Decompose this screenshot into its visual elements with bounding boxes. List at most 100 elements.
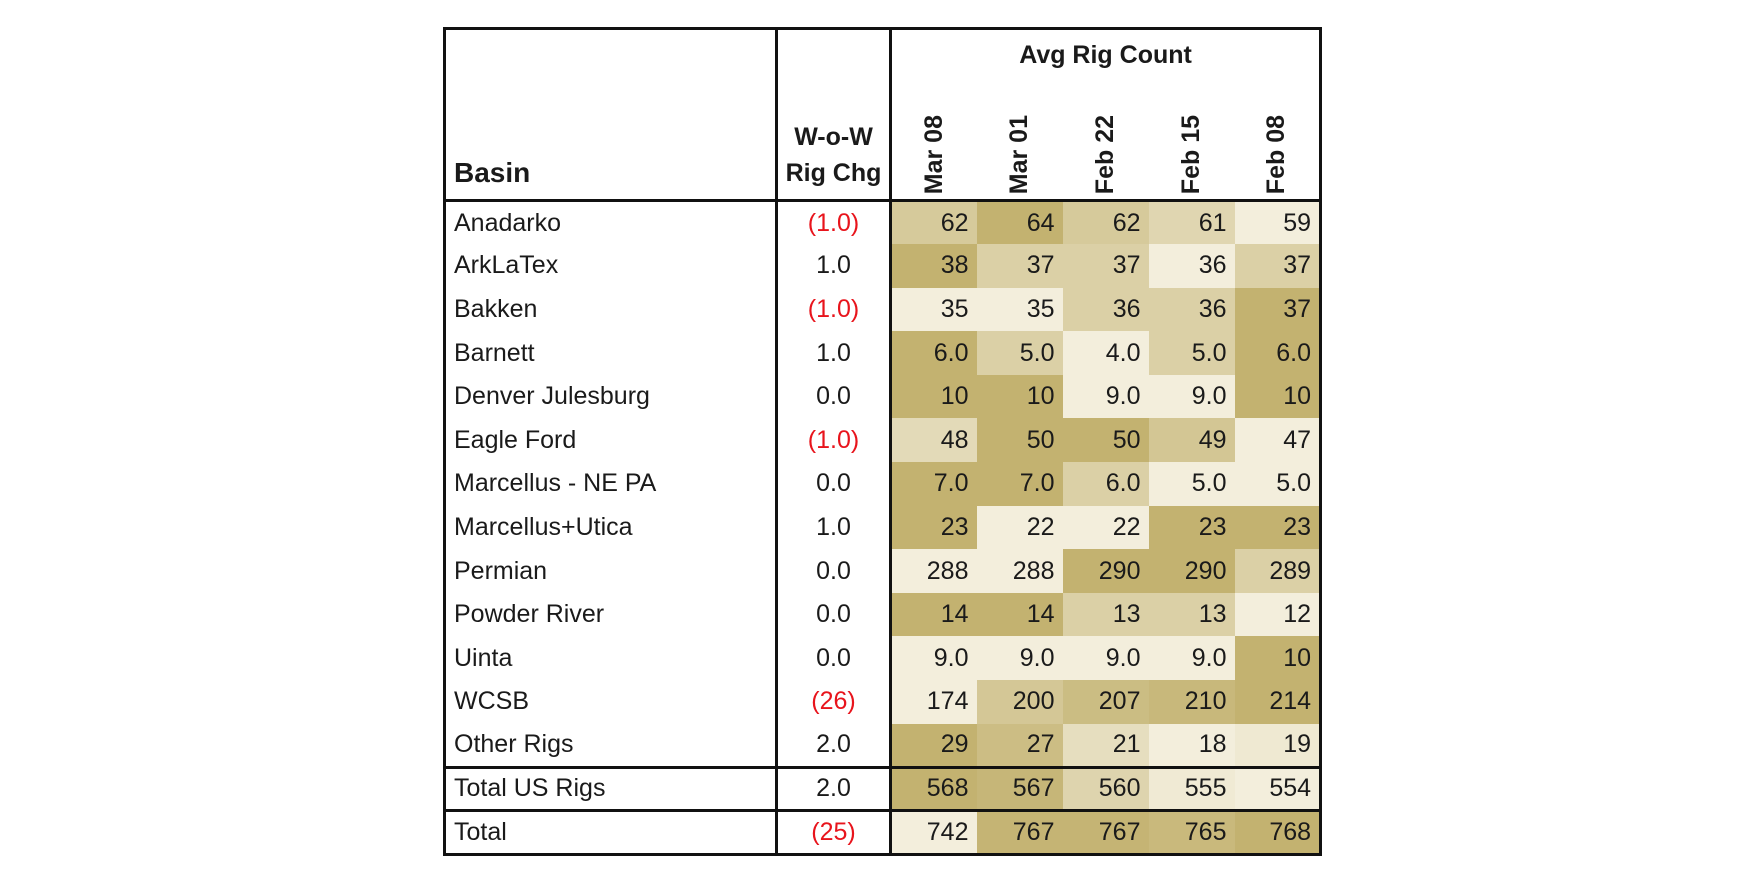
rig-count-cell: 768 — [1234, 808, 1321, 855]
table-row: Bakken (1.0) 35 35 36 36 37 — [444, 287, 1321, 332]
wow-change: 2.0 — [776, 723, 892, 768]
table-row: Marcellus - NE PA 0.0 7.0 7.0 6.0 5.0 5.0 — [444, 462, 1321, 506]
basin-name: Bakken — [444, 287, 778, 332]
date-header-label: Feb 08 — [1262, 114, 1291, 194]
date-header-label: Mar 01 — [1005, 114, 1033, 194]
rig-count-cell: 23 — [1234, 505, 1321, 550]
rig-count-cell: 50 — [976, 418, 1063, 463]
wow-change: 1.0 — [776, 331, 892, 375]
rig-count-cell: 12 — [1234, 592, 1321, 637]
table-body: Anadarko (1.0) 62 64 62 61 59 ArkLaTex 1.0 38 37 37… — [444, 200, 1321, 855]
rig-count-cell: 7.0 — [890, 462, 977, 506]
rig-count-cell: 174 — [890, 680, 977, 724]
rig-count-cell: 567 — [976, 765, 1063, 811]
table-row: Anadarko (1.0) 62 64 62 61 59 — [444, 200, 1321, 245]
rig-count-cell: 6.0 — [1062, 462, 1149, 506]
wow-header-line1: W-o-W — [794, 123, 873, 151]
rig-count-cell: 207 — [1062, 680, 1149, 724]
rig-count-cell: 37 — [1062, 244, 1149, 288]
rig-count-cell: 48 — [890, 418, 977, 463]
rig-count-cell: 13 — [1062, 592, 1149, 637]
table-row: Other Rigs 2.0 29 27 21 18 19 — [444, 723, 1321, 768]
basin-name: Denver Julesburg — [444, 374, 778, 419]
rig-count-cell: 288 — [890, 549, 977, 593]
table-row: Barnett 1.0 6.0 5.0 4.0 5.0 6.0 — [444, 331, 1321, 375]
table-row: Powder River 0.0 14 14 13 13 12 — [444, 592, 1321, 637]
rig-count-cell: 10 — [976, 374, 1063, 419]
rig-count-cell: 4.0 — [1062, 331, 1149, 375]
basin-name: Anadarko — [444, 200, 778, 245]
wow-change: 0.0 — [776, 592, 892, 637]
rig-count-cell: 59 — [1234, 200, 1321, 245]
wow-change: (25) — [776, 808, 892, 855]
rig-count-cell: 767 — [976, 808, 1063, 855]
rig-count-cell: 742 — [890, 808, 977, 855]
rig-count-cell: 5.0 — [976, 331, 1063, 375]
rig-count-cell: 568 — [890, 765, 977, 811]
wow-change: (1.0) — [776, 200, 892, 245]
rig-count-cell: 37 — [976, 244, 1063, 288]
rig-count-cell: 18 — [1148, 723, 1235, 768]
rig-count-cell: 35 — [976, 287, 1063, 332]
basin-name: WCSB — [444, 680, 778, 724]
rig-count-cell: 14 — [976, 592, 1063, 637]
basin-name: Total — [444, 808, 778, 855]
rig-count-cell: 37 — [1234, 287, 1321, 332]
rig-count-cell: 6.0 — [890, 331, 977, 375]
wow-change: (1.0) — [776, 418, 892, 463]
wow-change: 1.0 — [776, 505, 892, 550]
rig-count-cell: 555 — [1148, 765, 1235, 811]
basin-name: Permian — [444, 549, 778, 593]
rig-count-cell: 767 — [1062, 808, 1149, 855]
table-row: Total (25) 742 767 767 765 768 — [444, 808, 1321, 855]
wow-change: 0.0 — [776, 462, 892, 506]
rig-count-cell: 19 — [1234, 723, 1321, 768]
rig-count-cell: 64 — [976, 200, 1063, 245]
rig-count-cell: 9.0 — [1062, 374, 1149, 419]
basin-name: Barnett — [444, 331, 778, 375]
date-header: Feb 22 — [1062, 80, 1149, 202]
rig-count-cell: 36 — [1148, 287, 1235, 332]
rig-count-cell: 290 — [1062, 549, 1149, 593]
rig-count-cell: 210 — [1148, 680, 1235, 724]
wow-header: W-o-W Rig Chg — [776, 28, 892, 202]
rig-count-cell: 29 — [890, 723, 977, 768]
basin-name: Uinta — [444, 636, 778, 681]
rig-count-cell: 9.0 — [1062, 636, 1149, 681]
date-header-label: Mar 08 — [919, 114, 948, 194]
basin-header: Basin — [444, 28, 778, 202]
rig-count-cell: 214 — [1234, 680, 1321, 724]
rig-count-cell: 22 — [1062, 505, 1149, 550]
table-row: Uinta 0.0 9.0 9.0 9.0 9.0 10 — [444, 636, 1321, 681]
rig-count-cell: 289 — [1234, 549, 1321, 593]
basin-name: Marcellus - NE PA — [444, 462, 778, 506]
rig-count-cell: 200 — [976, 680, 1063, 724]
rig-count-cell: 27 — [976, 723, 1063, 768]
wow-header-line2: Rig Chg — [785, 159, 882, 187]
rig-count-cell: 9.0 — [1148, 636, 1235, 681]
rig-count-cell: 50 — [1062, 418, 1149, 463]
rig-count-cell: 290 — [1148, 549, 1235, 593]
date-header: Mar 08 — [890, 80, 977, 202]
date-header-label: Feb 22 — [1091, 114, 1119, 194]
rig-count-cell: 554 — [1234, 765, 1321, 811]
rig-count-cell: 288 — [976, 549, 1063, 593]
rig-count-cell: 21 — [1062, 723, 1149, 768]
rig-count-cell: 37 — [1234, 244, 1321, 288]
table-row: Marcellus+Utica 1.0 23 22 22 23 23 — [444, 505, 1321, 550]
rig-count-cell: 49 — [1148, 418, 1235, 463]
rig-count-cell: 9.0 — [890, 636, 977, 681]
table-row: Total US Rigs 2.0 568 567 560 555 554 — [444, 765, 1321, 811]
rig-count-cell: 62 — [890, 200, 977, 245]
rig-count-cell: 5.0 — [1234, 462, 1321, 506]
rig-count-cell: 35 — [890, 287, 977, 332]
rig-count-cell: 36 — [1062, 287, 1149, 332]
table-row: ArkLaTex 1.0 38 37 37 36 37 — [444, 244, 1321, 288]
rig-count-cell: 36 — [1148, 244, 1235, 288]
rig-count-table: Basin W-o-W Rig Chg Avg Rig Count Mar 08… — [443, 27, 1323, 856]
rig-count-cell: 5.0 — [1148, 331, 1235, 375]
table-row: Denver Julesburg 0.0 10 10 9.0 9.0 10 — [444, 374, 1321, 419]
table-row: Permian 0.0 288 288 290 290 289 — [444, 549, 1321, 593]
table-row: Eagle Ford (1.0) 48 50 50 49 47 — [444, 418, 1321, 463]
wow-change: (26) — [776, 680, 892, 724]
